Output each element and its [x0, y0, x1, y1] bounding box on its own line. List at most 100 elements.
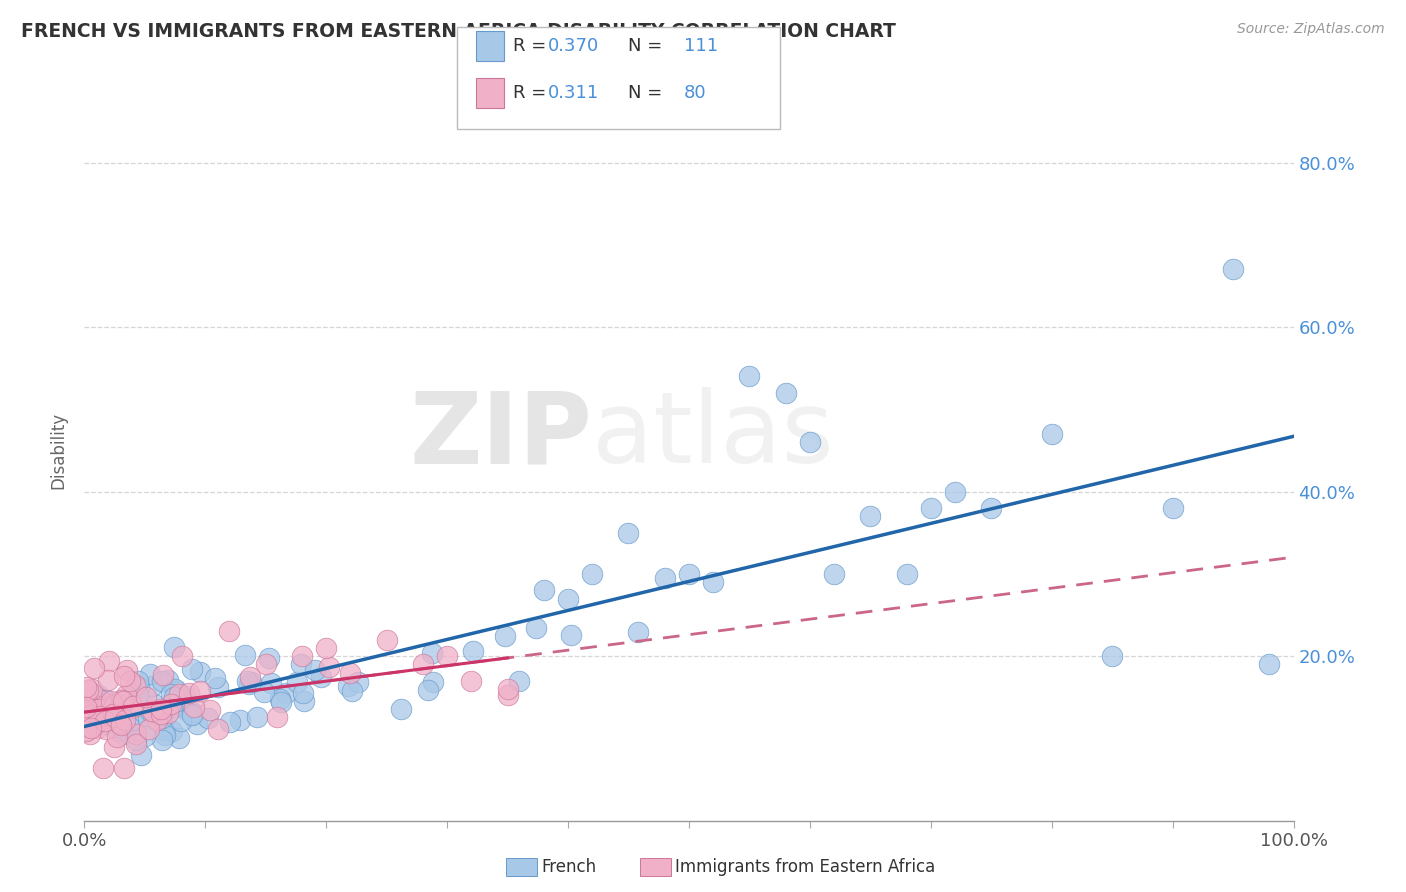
- Point: [120, 721, 142, 735]
- Point: [678, 566, 700, 581]
- Point: [138, 722, 160, 736]
- Point: [104, 698, 127, 712]
- Point: [141, 679, 163, 693]
- Point: [207, 722, 229, 736]
- Point: [170, 714, 193, 729]
- Point: [416, 682, 439, 697]
- Point: [257, 650, 280, 665]
- Point: [496, 688, 519, 702]
- Point: [260, 676, 283, 690]
- Point: [180, 705, 202, 719]
- Point: [186, 717, 208, 731]
- Text: Source: ZipAtlas.com: Source: ZipAtlas.com: [1237, 22, 1385, 37]
- Point: [157, 673, 180, 687]
- Point: [422, 646, 444, 660]
- Point: [100, 697, 122, 711]
- Point: [112, 668, 135, 682]
- Point: [339, 665, 361, 680]
- Point: [114, 713, 136, 727]
- Point: [204, 671, 226, 685]
- Point: [77, 683, 100, 698]
- Point: [560, 627, 582, 641]
- Point: [150, 711, 173, 725]
- Point: [110, 717, 132, 731]
- Point: [896, 566, 918, 581]
- Point: [291, 686, 314, 700]
- Point: [97, 654, 120, 668]
- Point: [94, 716, 117, 731]
- Point: [291, 649, 314, 664]
- Point: [285, 674, 308, 689]
- Point: [422, 674, 444, 689]
- Point: [169, 687, 191, 701]
- Point: [93, 761, 115, 775]
- Point: [159, 697, 181, 711]
- Point: [943, 484, 966, 499]
- Point: [167, 731, 190, 745]
- Point: [172, 699, 194, 714]
- Point: [207, 681, 229, 695]
- Point: [94, 722, 117, 736]
- Point: [107, 724, 129, 739]
- Point: [218, 624, 240, 639]
- Point: [174, 701, 197, 715]
- Y-axis label: Disability: Disability: [49, 412, 67, 489]
- Point: [89, 693, 111, 707]
- Point: [107, 712, 129, 726]
- Point: [340, 684, 363, 698]
- Point: [105, 730, 128, 744]
- Point: [101, 706, 124, 721]
- Point: [239, 671, 262, 685]
- Point: [115, 688, 138, 702]
- Point: [100, 694, 122, 708]
- Point: [94, 702, 117, 716]
- Point: [269, 691, 291, 706]
- Text: Immigrants from Eastern Africa: Immigrants from Eastern Africa: [675, 858, 935, 876]
- Point: [166, 684, 188, 698]
- Point: [82, 703, 104, 717]
- Text: N =: N =: [628, 37, 662, 55]
- Text: R =: R =: [513, 37, 547, 55]
- Point: [84, 704, 107, 718]
- Point: [103, 698, 125, 712]
- Point: [129, 747, 152, 762]
- Point: [290, 657, 312, 671]
- Point: [75, 680, 97, 694]
- Point: [149, 707, 172, 722]
- Point: [337, 679, 360, 693]
- Point: [627, 624, 650, 639]
- Point: [141, 704, 163, 718]
- Point: [103, 739, 125, 754]
- Text: ZIP: ZIP: [409, 387, 592, 484]
- Point: [127, 673, 149, 688]
- Point: [146, 713, 169, 727]
- Point: [75, 699, 97, 714]
- Point: [180, 707, 202, 722]
- Point: [174, 689, 197, 703]
- Point: [128, 680, 150, 694]
- Point: [77, 697, 100, 711]
- Point: [120, 673, 142, 688]
- Point: [775, 385, 797, 400]
- Point: [236, 673, 259, 688]
- Point: [80, 721, 103, 735]
- Text: French: French: [541, 858, 596, 876]
- Point: [122, 716, 145, 731]
- Point: [122, 699, 145, 714]
- Point: [125, 733, 148, 747]
- Point: [253, 684, 276, 698]
- Point: [76, 705, 98, 719]
- Point: [75, 714, 97, 729]
- Point: [162, 640, 184, 654]
- Point: [318, 659, 340, 673]
- Point: [181, 662, 204, 676]
- Point: [94, 692, 117, 706]
- Point: [496, 681, 519, 696]
- Point: [153, 723, 176, 737]
- Point: [240, 674, 263, 689]
- Point: [375, 632, 398, 647]
- Point: [142, 698, 165, 712]
- Point: [229, 714, 252, 728]
- Point: [87, 688, 110, 702]
- Point: [141, 705, 163, 719]
